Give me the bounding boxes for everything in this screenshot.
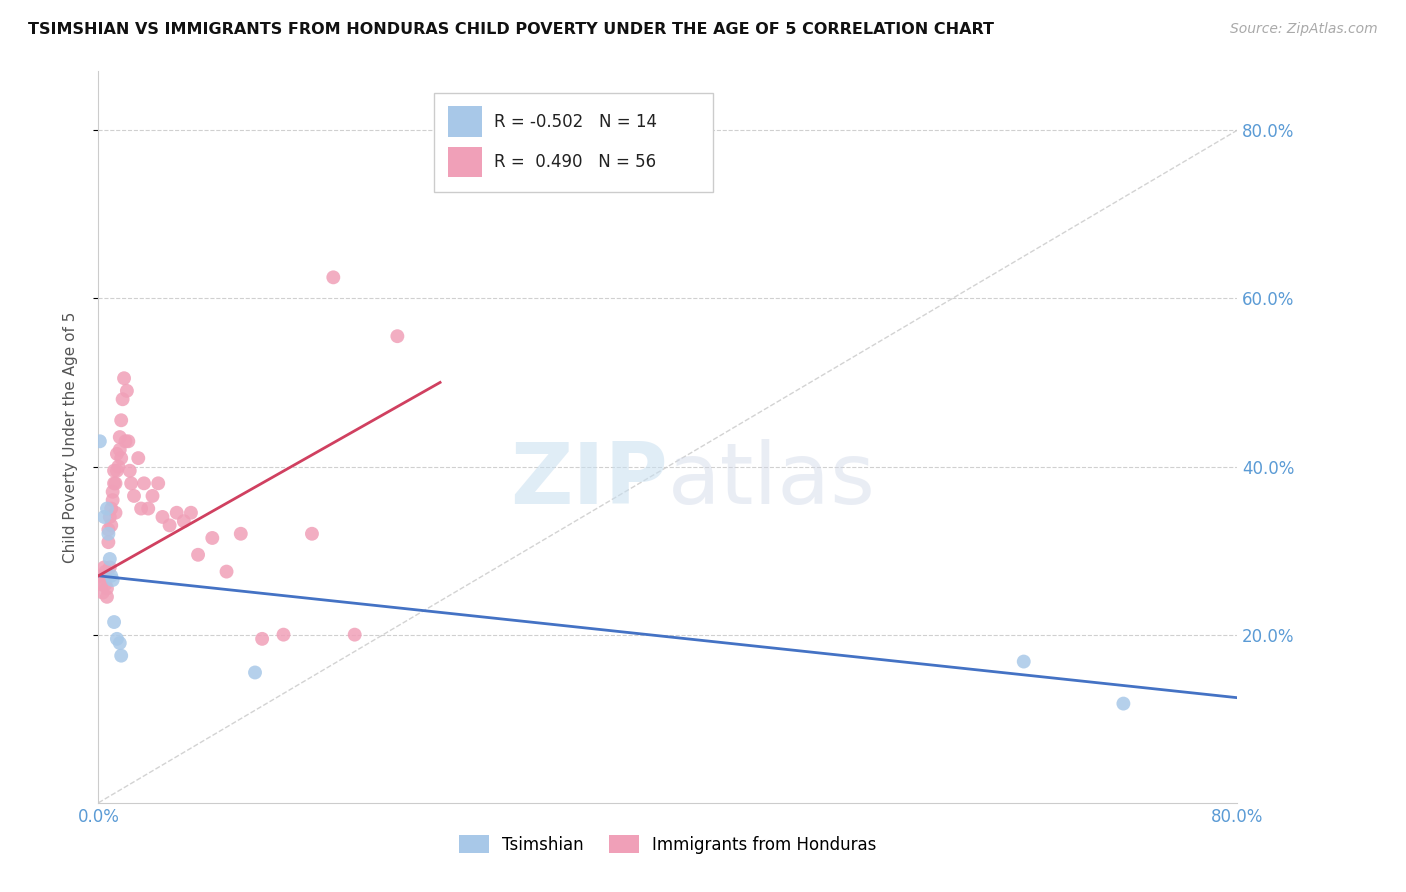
Point bbox=[103, 476, 125, 491]
Point bbox=[1112, 697, 1135, 711]
Point bbox=[387, 329, 409, 343]
Point bbox=[96, 501, 118, 516]
Point bbox=[105, 632, 128, 646]
Point bbox=[96, 590, 118, 604]
Text: Source: ZipAtlas.com: Source: ZipAtlas.com bbox=[1230, 22, 1378, 37]
Point bbox=[111, 392, 134, 407]
Point bbox=[105, 447, 128, 461]
Point bbox=[152, 510, 174, 524]
Point bbox=[343, 627, 366, 641]
Point bbox=[108, 442, 131, 457]
Point bbox=[103, 464, 125, 478]
Point bbox=[108, 636, 131, 650]
Point bbox=[93, 560, 115, 574]
Point bbox=[122, 489, 145, 503]
Point bbox=[166, 506, 188, 520]
Point bbox=[104, 506, 127, 520]
Point bbox=[117, 434, 139, 449]
Point bbox=[136, 501, 159, 516]
Point bbox=[110, 648, 132, 663]
Point bbox=[141, 489, 163, 503]
Point bbox=[101, 484, 124, 499]
Point bbox=[100, 501, 122, 516]
Point bbox=[118, 464, 141, 478]
Text: ZIP: ZIP bbox=[510, 440, 668, 523]
Point bbox=[115, 384, 138, 398]
Point bbox=[100, 518, 122, 533]
Point bbox=[91, 585, 114, 599]
Point bbox=[201, 531, 224, 545]
Point bbox=[1012, 655, 1035, 669]
Point bbox=[97, 523, 120, 537]
Text: R =  0.490   N = 56: R = 0.490 N = 56 bbox=[494, 153, 655, 171]
Point bbox=[187, 548, 209, 562]
Point bbox=[94, 565, 117, 579]
Point bbox=[89, 434, 111, 449]
Point bbox=[129, 501, 152, 516]
Point bbox=[98, 560, 121, 574]
Point bbox=[98, 510, 121, 524]
Text: R = -0.502   N = 14: R = -0.502 N = 14 bbox=[494, 112, 657, 131]
Point bbox=[250, 632, 273, 646]
Y-axis label: Child Poverty Under the Age of 5: Child Poverty Under the Age of 5 bbox=[63, 311, 77, 563]
Point bbox=[112, 371, 135, 385]
Point bbox=[215, 565, 238, 579]
Point bbox=[110, 413, 132, 427]
Legend: Tsimshian, Immigrants from Honduras: Tsimshian, Immigrants from Honduras bbox=[453, 829, 883, 860]
Point bbox=[107, 459, 129, 474]
Point bbox=[110, 451, 132, 466]
Point bbox=[96, 582, 118, 596]
Bar bbox=[449, 146, 482, 178]
Point bbox=[180, 506, 202, 520]
Text: TSIMSHIAN VS IMMIGRANTS FROM HONDURAS CHILD POVERTY UNDER THE AGE OF 5 CORRELATI: TSIMSHIAN VS IMMIGRANTS FROM HONDURAS CH… bbox=[28, 22, 994, 37]
Point bbox=[132, 476, 155, 491]
Point bbox=[97, 535, 120, 549]
Point bbox=[93, 510, 115, 524]
Text: atlas: atlas bbox=[668, 440, 876, 523]
Point bbox=[114, 434, 136, 449]
FancyBboxPatch shape bbox=[434, 94, 713, 192]
Point bbox=[159, 518, 181, 533]
Bar bbox=[449, 106, 482, 137]
Point bbox=[103, 615, 125, 629]
Point bbox=[127, 451, 149, 466]
Point bbox=[108, 430, 131, 444]
Point bbox=[148, 476, 170, 491]
Point bbox=[243, 665, 266, 680]
Point bbox=[101, 493, 124, 508]
Point bbox=[101, 573, 124, 587]
Point bbox=[89, 569, 111, 583]
Point bbox=[97, 526, 120, 541]
Point bbox=[90, 577, 112, 591]
Point bbox=[98, 552, 121, 566]
Point bbox=[105, 464, 128, 478]
Point bbox=[322, 270, 344, 285]
Point bbox=[94, 577, 117, 591]
Point bbox=[104, 476, 127, 491]
Point bbox=[301, 526, 323, 541]
Point bbox=[173, 514, 195, 528]
Point bbox=[229, 526, 252, 541]
Point bbox=[273, 627, 295, 641]
Point bbox=[100, 569, 122, 583]
Point bbox=[120, 476, 142, 491]
